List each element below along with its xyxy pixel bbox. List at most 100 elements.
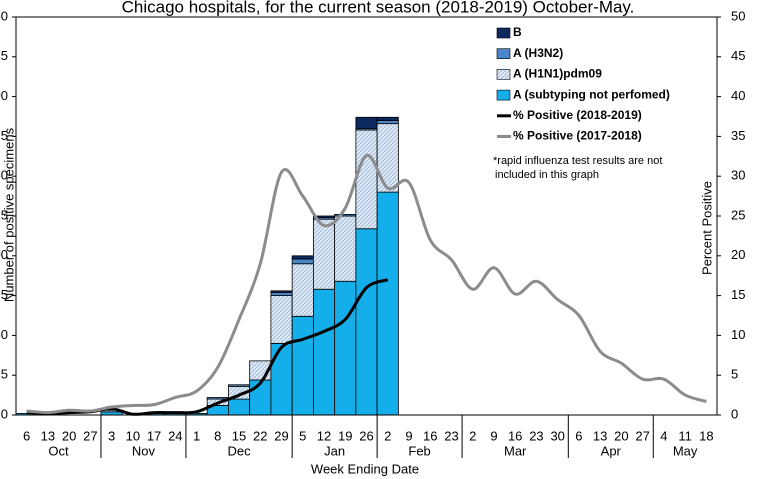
x-tick-label: 23 bbox=[444, 428, 458, 443]
y2-tick-label: 50 bbox=[731, 8, 745, 23]
legend-label: % Positive (2018-2019) bbox=[513, 108, 642, 122]
bar-segment bbox=[228, 398, 251, 416]
x-tick-label: 13 bbox=[41, 428, 55, 443]
x-tick-label: 12 bbox=[317, 428, 331, 443]
x-tick-label: 17 bbox=[147, 428, 161, 443]
bar-segment bbox=[291, 255, 314, 260]
x-tick-label: 23 bbox=[529, 428, 543, 443]
bar-segment bbox=[228, 384, 251, 387]
bar-segment bbox=[376, 123, 399, 193]
x-tick-label: 3 bbox=[108, 428, 115, 443]
y-tick-label: 125 bbox=[0, 207, 8, 222]
x-tick-label: 2 bbox=[384, 428, 391, 443]
x-tick-label: 9 bbox=[405, 428, 412, 443]
legend-label: % Positive (2017-2018) bbox=[513, 129, 642, 143]
x-tick-label: 30 bbox=[550, 428, 564, 443]
y2-tick-label: 40 bbox=[731, 88, 745, 103]
x-tick-label: 24 bbox=[168, 428, 182, 443]
x-tick-label: 22 bbox=[253, 428, 267, 443]
x-tick-label: 29 bbox=[274, 428, 288, 443]
bar-segment bbox=[376, 191, 399, 416]
x-tick-label: 19 bbox=[338, 428, 352, 443]
bar-segment bbox=[355, 116, 378, 129]
bar-segment bbox=[334, 280, 357, 416]
y-tick-label: 200 bbox=[0, 88, 8, 103]
y2-axis-label: Percent Positive bbox=[699, 181, 714, 275]
legend-swatch bbox=[496, 48, 511, 60]
x-tick-label: 15 bbox=[232, 428, 246, 443]
y2-tick-label: 35 bbox=[731, 128, 745, 143]
x-tick-label: 5 bbox=[299, 428, 306, 443]
legend-label: A (subtyping not perfomed) bbox=[513, 87, 670, 101]
x-tick-label: 13 bbox=[593, 428, 607, 443]
y2-tick-label: 5 bbox=[731, 367, 738, 382]
chart-title: Chicago hospitals, for the current seaso… bbox=[122, 0, 635, 16]
bar-segment bbox=[270, 295, 293, 344]
x-tick-label: 16 bbox=[423, 428, 437, 443]
bar-segment bbox=[376, 116, 399, 121]
y-tick-label: 250 bbox=[0, 8, 8, 23]
bar-segment bbox=[312, 218, 336, 290]
x-tick-label: 8 bbox=[214, 428, 221, 443]
bar-segment bbox=[270, 342, 293, 416]
month-label: Jan bbox=[324, 443, 345, 458]
y2-tick-label: 30 bbox=[731, 168, 745, 183]
bar-segment bbox=[291, 263, 314, 317]
y2-tick-label: 0 bbox=[731, 406, 738, 421]
bar-segment bbox=[291, 258, 314, 265]
line bbox=[26, 154, 707, 415]
y-tick-label: 50 bbox=[0, 327, 8, 342]
month-label: Mar bbox=[504, 443, 527, 458]
note: *rapid influenza test results are not bbox=[493, 155, 662, 167]
x-tick-label: 26 bbox=[359, 428, 373, 443]
y2-tick-label: 10 bbox=[731, 327, 745, 342]
x-tick-label: 2 bbox=[469, 428, 476, 443]
x-tick-label: 1 bbox=[193, 428, 200, 443]
y-tick-label: 100 bbox=[0, 247, 8, 262]
bar-segment bbox=[334, 215, 357, 282]
x-tick-label: 20 bbox=[62, 428, 76, 443]
legend-label: A (H1N1)pdm09 bbox=[513, 67, 602, 81]
x-tick-label: 4 bbox=[660, 428, 667, 443]
bar-segment bbox=[355, 228, 378, 416]
month-label: May bbox=[673, 443, 698, 458]
bar-segment bbox=[291, 315, 314, 416]
y-tick-label: 0 bbox=[1, 406, 8, 421]
y-tick-label: 25 bbox=[0, 367, 8, 382]
legend-swatch bbox=[496, 27, 511, 39]
y2-tick-label: 45 bbox=[731, 48, 745, 63]
legend-label: A (H3N2) bbox=[513, 46, 563, 60]
legend-swatch bbox=[496, 69, 511, 80]
x-tick-label: 6 bbox=[23, 428, 30, 443]
x-tick-label: 10 bbox=[126, 428, 140, 443]
y-tick-label: 175 bbox=[0, 128, 8, 143]
bar-segment bbox=[334, 214, 357, 217]
month-label: Feb bbox=[408, 443, 430, 458]
bar-segment bbox=[355, 129, 378, 230]
month-label: Nov bbox=[132, 443, 156, 458]
legend-swatch bbox=[496, 89, 511, 101]
y-tick-label: 150 bbox=[0, 168, 8, 183]
bar-segment bbox=[270, 290, 293, 293]
x-tick-label: 11 bbox=[678, 428, 692, 443]
y2-tick-label: 15 bbox=[731, 287, 745, 302]
x-tick-label: 9 bbox=[490, 428, 497, 443]
y-tick-label: 225 bbox=[0, 48, 8, 63]
x-tick-label: 18 bbox=[699, 428, 713, 443]
y2-tick-label: 25 bbox=[731, 207, 745, 222]
month-label: Apr bbox=[601, 443, 622, 458]
y2-tick-label: 20 bbox=[731, 247, 745, 262]
bar-segment bbox=[270, 292, 293, 296]
month-label: Oct bbox=[48, 443, 69, 458]
bar-segment bbox=[376, 120, 399, 125]
x-tick-label: 27 bbox=[635, 428, 649, 443]
y-axis-label: Number of positive specimens bbox=[1, 127, 16, 302]
x-tick-label: 27 bbox=[83, 428, 97, 443]
bar-segment bbox=[312, 288, 336, 416]
x-tick-label: 20 bbox=[614, 428, 628, 443]
x-axis-label: Week Ending Date bbox=[311, 461, 419, 476]
x-tick-label: 6 bbox=[575, 428, 582, 443]
note: included in this graph bbox=[495, 169, 599, 181]
y-tick-label: 75 bbox=[0, 287, 8, 302]
